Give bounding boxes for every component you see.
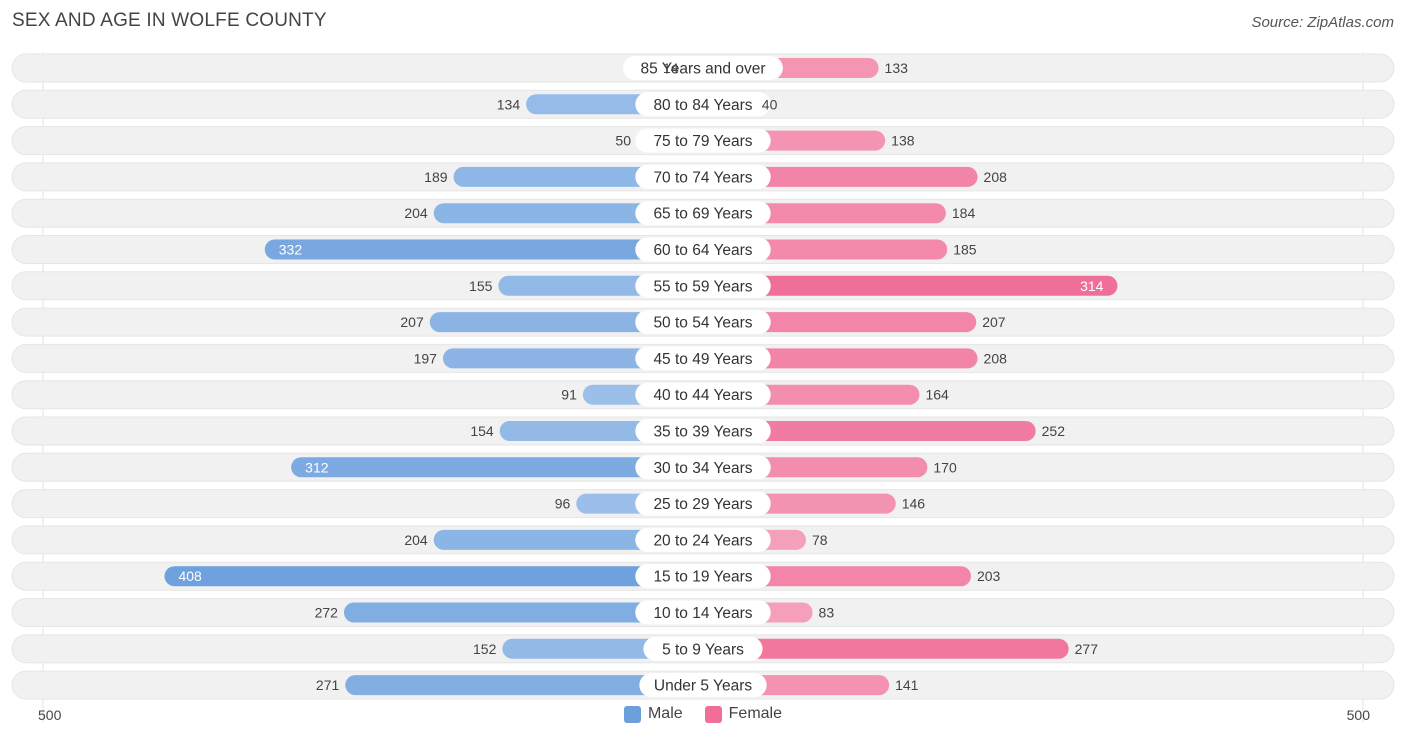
bar-male-10-to-14-years bbox=[343, 602, 713, 623]
category-label-55-to-59-years: 55 to 59 Years bbox=[653, 278, 752, 295]
category-label-85-years-and-over: 85 Years and over bbox=[641, 61, 766, 78]
category-label-35-to-39-years: 35 to 39 Years bbox=[653, 424, 752, 441]
value-male-35-to-39-years: 154 bbox=[470, 423, 494, 439]
category-pill-85-years-and-over bbox=[623, 56, 783, 80]
source-note: Source: ZipAtlas.com bbox=[1251, 14, 1394, 31]
axis-label-left: 500 bbox=[38, 707, 62, 723]
value-female-55-to-59-years: 314 bbox=[1080, 278, 1104, 294]
category-label-40-to-44-years: 40 to 44 Years bbox=[653, 387, 752, 404]
value-female-75-to-79-years: 138 bbox=[891, 133, 915, 149]
category-pill-30-to-34-years bbox=[635, 455, 771, 480]
value-male-50-to-54-years: 207 bbox=[400, 314, 424, 330]
category-pill-15-to-19-years bbox=[635, 564, 771, 589]
legend-label-female: Female bbox=[728, 705, 783, 722]
value-male-55-to-59-years: 155 bbox=[469, 278, 493, 294]
value-female-70-to-74-years: 208 bbox=[984, 169, 1008, 185]
value-male-65-to-69-years: 204 bbox=[404, 205, 428, 221]
category-label-30-to-34-years: 30 to 34 Years bbox=[653, 460, 752, 477]
value-female-45-to-49-years: 208 bbox=[984, 350, 1008, 366]
value-male-75-to-79-years: 50 bbox=[615, 133, 631, 149]
legend-swatch-male bbox=[623, 705, 641, 723]
bar-male-15-to-19-years bbox=[164, 566, 713, 587]
category-label-70-to-74-years: 70 to 74 Years bbox=[653, 169, 752, 186]
legend-label-male: Male bbox=[647, 705, 683, 722]
value-female-85-years-and-over: 133 bbox=[885, 60, 909, 76]
value-male-15-to-19-years: 408 bbox=[178, 568, 202, 584]
category-label-15-to-19-years: 15 to 19 Years bbox=[653, 569, 752, 586]
value-female-40-to-44-years: 164 bbox=[925, 387, 949, 403]
value-female-20-to-24-years: 78 bbox=[812, 532, 828, 548]
category-pill-60-to-64-years bbox=[635, 237, 771, 262]
bar-female-55-to-59-years bbox=[693, 275, 1118, 296]
legend-swatch-female bbox=[704, 705, 722, 723]
value-male-30-to-34-years: 312 bbox=[305, 459, 329, 475]
legend-item-male: Male bbox=[623, 705, 683, 723]
category-pill-5-to-9-years bbox=[643, 636, 763, 661]
chart-title: SEX AND AGE IN WOLFE COUNTY bbox=[12, 10, 327, 31]
value-female-50-to-54-years: 207 bbox=[982, 314, 1006, 330]
bar-male-30-to-34-years bbox=[291, 457, 713, 478]
value-male-85-years-and-over: 14 bbox=[663, 60, 679, 76]
category-pill-80-to-84-years bbox=[635, 92, 771, 117]
category-pill-35-to-39-years bbox=[635, 419, 771, 443]
category-pill-45-to-49-years bbox=[635, 346, 771, 371]
value-female-15-to-19-years: 203 bbox=[977, 568, 1001, 584]
value-male-10-to-14-years: 272 bbox=[315, 605, 339, 621]
value-female-60-to-64-years: 185 bbox=[953, 242, 977, 258]
value-female-30-to-34-years: 170 bbox=[933, 459, 957, 475]
value-female-under-5-years: 141 bbox=[895, 677, 919, 693]
category-pill-55-to-59-years bbox=[635, 273, 771, 298]
value-female-35-to-39-years: 252 bbox=[1042, 423, 1066, 439]
category-pill-25-to-29-years bbox=[635, 491, 771, 516]
category-pill-40-to-44-years bbox=[635, 382, 771, 407]
value-female-25-to-29-years: 146 bbox=[902, 496, 926, 512]
category-label-50-to-54-years: 50 to 54 Years bbox=[653, 315, 752, 332]
value-male-25-to-29-years: 96 bbox=[555, 496, 571, 512]
value-female-5-to-9-years: 277 bbox=[1075, 641, 1099, 657]
value-male-60-to-64-years: 332 bbox=[279, 242, 303, 258]
category-label-80-to-84-years: 80 to 84 Years bbox=[653, 97, 752, 114]
bar-female-35-to-39-years bbox=[693, 421, 1036, 441]
legend: Male Female bbox=[0, 705, 1406, 723]
value-male-80-to-84-years: 134 bbox=[497, 96, 521, 112]
value-male-70-to-74-years: 189 bbox=[424, 169, 448, 185]
category-pill-under-5-years bbox=[639, 673, 767, 698]
category-label-under-5-years: Under 5 Years bbox=[654, 678, 752, 695]
category-label-5-to-9-years: 5 to 9 Years bbox=[662, 641, 744, 658]
category-pill-50-to-54-years bbox=[635, 310, 771, 335]
category-label-10-to-14-years: 10 to 14 Years bbox=[653, 605, 752, 622]
category-pill-10-to-14-years bbox=[635, 600, 771, 625]
category-pill-75-to-79-years bbox=[635, 128, 771, 153]
value-male-under-5-years: 271 bbox=[316, 677, 340, 693]
bar-male-60-to-64-years bbox=[264, 239, 713, 260]
legend-item-female: Female bbox=[704, 705, 783, 723]
category-pill-65-to-69-years bbox=[635, 201, 771, 226]
category-label-75-to-79-years: 75 to 79 Years bbox=[653, 133, 752, 150]
category-pill-70-to-74-years bbox=[635, 164, 771, 189]
category-label-25-to-29-years: 25 to 29 Years bbox=[653, 496, 752, 513]
value-female-80-to-84-years: 40 bbox=[762, 96, 778, 112]
value-female-65-to-69-years: 184 bbox=[952, 205, 976, 221]
category-label-65-to-69-years: 65 to 69 Years bbox=[653, 206, 752, 223]
bar-male-under-5-years bbox=[345, 675, 713, 696]
bar-female-5-to-9-years bbox=[693, 638, 1069, 659]
category-label-45-to-49-years: 45 to 49 Years bbox=[653, 351, 752, 368]
axis-label-right: 500 bbox=[1346, 707, 1370, 723]
value-female-10-to-14-years: 83 bbox=[819, 605, 835, 621]
category-pill-20-to-24-years bbox=[635, 527, 771, 552]
value-male-40-to-44-years: 91 bbox=[561, 387, 577, 403]
value-male-45-to-49-years: 197 bbox=[414, 350, 438, 366]
value-male-20-to-24-years: 204 bbox=[404, 532, 428, 548]
category-label-20-to-24-years: 20 to 24 Years bbox=[653, 532, 752, 549]
category-label-60-to-64-years: 60 to 64 Years bbox=[653, 242, 752, 259]
value-male-5-to-9-years: 152 bbox=[473, 641, 497, 657]
